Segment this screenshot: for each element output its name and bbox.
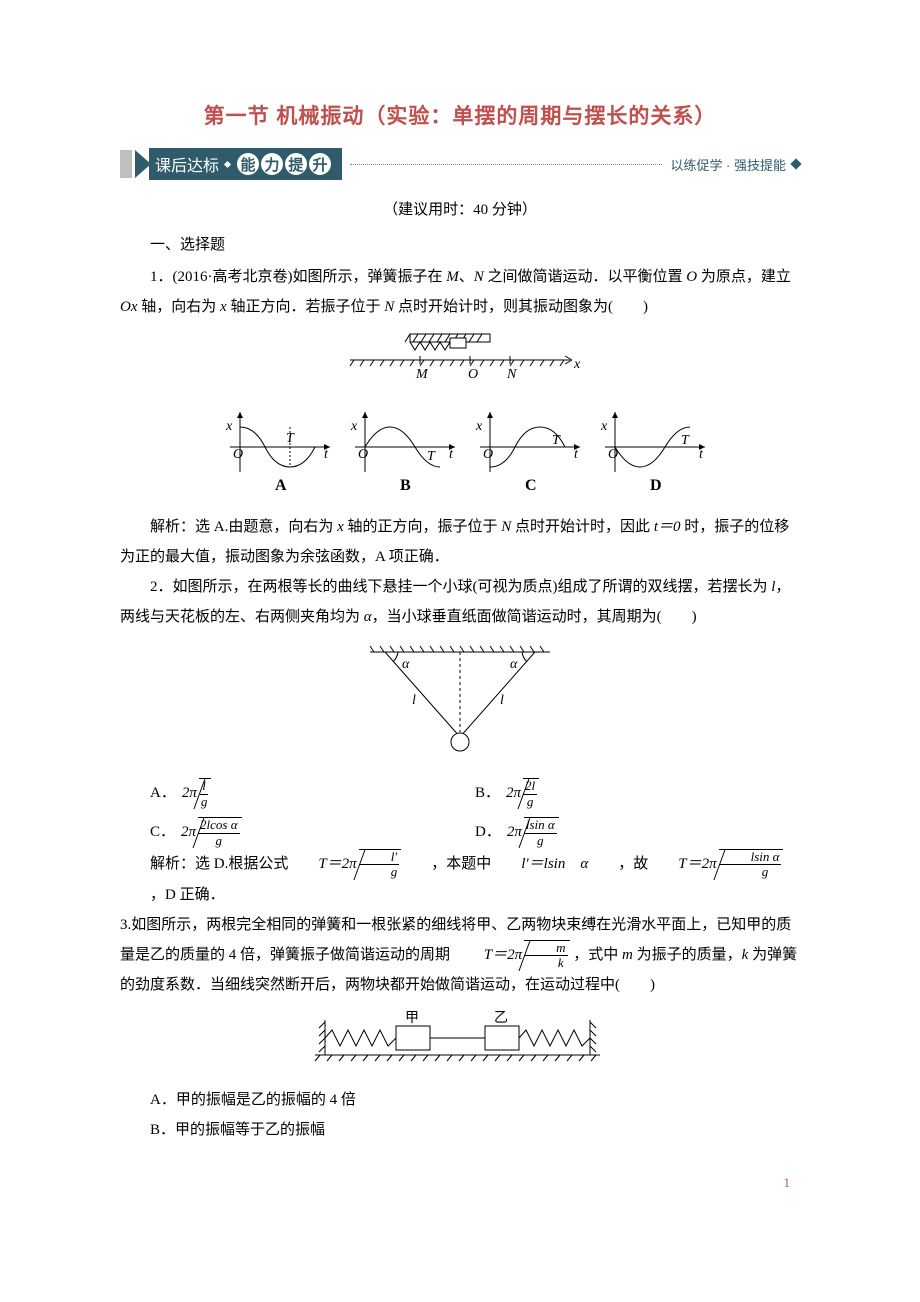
q3-opt-b: B．甲的振幅等于乙的振幅	[120, 1115, 800, 1145]
svg-text:N: N	[506, 367, 517, 382]
q3-figure: 甲 乙	[120, 1010, 800, 1075]
q1-figure: M O N x	[120, 332, 800, 397]
svg-text:x: x	[350, 419, 358, 434]
q2-figure: α α l l	[120, 642, 800, 767]
q2-analysis: 解析：选 D.根据公式 T＝2π l′g ，本题中 l′＝lsin α ，故 T…	[120, 849, 800, 910]
svg-text:l: l	[500, 693, 504, 708]
svg-text:T: T	[286, 431, 295, 446]
page-number: 1	[120, 1175, 800, 1191]
banner-dotted-line	[350, 164, 662, 165]
svg-text:T: T	[552, 433, 561, 448]
banner-right-text: 以练促学 · 强技提能	[670, 155, 800, 174]
q2-opt-c: C． 2π 2lcos αg	[150, 816, 475, 849]
svg-text:x: x	[225, 419, 233, 434]
svg-text:M: M	[415, 367, 429, 382]
q1-stem: 1．(2016·高考北京卷)如图所示，弹簧振子在 M、N 之间做简谐运动．以平衡…	[120, 262, 800, 322]
svg-text:T: T	[427, 449, 436, 464]
svg-text:x: x	[600, 419, 608, 434]
svg-text:乙: 乙	[494, 1010, 508, 1026]
svg-text:O: O	[468, 367, 478, 382]
banner-left-text: 课后达标	[155, 152, 219, 176]
banner-bar-decoration	[120, 150, 132, 178]
q3-stem: 3.如图所示，两根完全相同的弹簧和一根张紧的细线将甲、乙两物块束缚在光滑水平面上…	[120, 917, 797, 994]
svg-text:x: x	[573, 357, 581, 372]
banner-pill-2: 力	[261, 153, 283, 175]
q2-opt-d: D． 2π lsin αg	[475, 816, 800, 849]
banner-pill-1: 能	[237, 153, 259, 175]
q1-options-figure: x O T t A x O T t B x	[120, 407, 800, 502]
banner-pill-4: 升	[309, 153, 331, 175]
svg-text:l: l	[412, 693, 416, 708]
svg-text:O: O	[608, 447, 618, 462]
banner-dot	[224, 160, 231, 167]
diamond-icon	[790, 158, 801, 169]
section-banner: 课后达标 能 力 提 升 以练促学 · 强技提能	[120, 148, 800, 180]
q2-stem: 2．如图所示，在两根等长的曲线下悬挂一个小球(可视为质点)组成了所谓的双线摆，若…	[120, 572, 800, 632]
svg-text:t: t	[324, 447, 329, 462]
banner-pill-3: 提	[285, 153, 307, 175]
svg-text:x: x	[475, 419, 483, 434]
svg-text:C: C	[525, 477, 537, 494]
svg-text:t: t	[574, 447, 579, 462]
q2-opt-a: A． 2π lg	[150, 777, 475, 810]
time-hint: （建议用时：40 分钟）	[120, 198, 800, 219]
banner-dark-block: 课后达标 能 力 提 升	[149, 148, 342, 180]
svg-text:T: T	[681, 433, 690, 448]
svg-text:A: A	[275, 477, 287, 494]
q2-opt-b: B． 2π 2lg	[475, 777, 800, 810]
svg-text:t: t	[699, 447, 704, 462]
svg-text:甲: 甲	[405, 1011, 419, 1026]
section-heading: 一、选择题	[120, 233, 800, 254]
q3-opt-a: A．甲的振幅是乙的振幅的 4 倍	[120, 1085, 800, 1115]
q1-analysis: 解析：选 A.由题意，向右为 x 轴的正方向，振子位于 N 点时开始计时，因此 …	[120, 512, 800, 572]
svg-text:O: O	[233, 447, 243, 462]
svg-text:t: t	[449, 447, 454, 462]
svg-text:O: O	[358, 447, 368, 462]
svg-text:D: D	[650, 477, 662, 494]
svg-text:α: α	[510, 657, 518, 672]
svg-text:B: B	[400, 477, 411, 494]
svg-text:O: O	[483, 447, 493, 462]
svg-text:α: α	[402, 657, 410, 672]
document-title: 第一节 机械振动（实验：单摆的周期与摆长的关系）	[120, 100, 800, 130]
q2-options: A． 2π lg B． 2π 2lg C． 2π 2lcos αg D． 2π …	[150, 777, 800, 849]
